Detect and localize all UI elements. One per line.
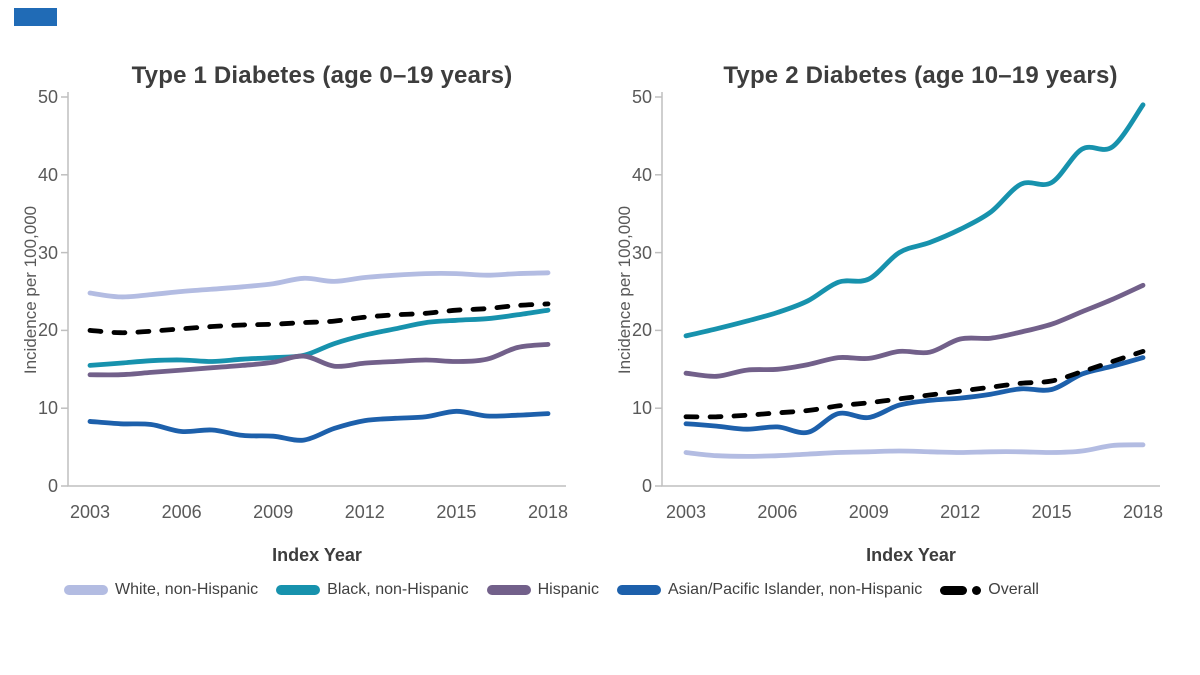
- overall-dash-swatch-icon: [940, 585, 968, 595]
- chart1-axes: [67, 92, 566, 487]
- chart1-line-white-non-hispanic: [87, 270, 551, 300]
- chart1-y-axis-label: Incidence per 100,000: [21, 205, 40, 375]
- overall-dot-swatch-icon: [972, 585, 982, 595]
- chart1-line-asian-pacific-islander-non-hispanic: [87, 408, 551, 443]
- chart2-y-tick-label: 30: [631, 242, 652, 263]
- chart2-x-tick-label: 2006: [757, 502, 798, 522]
- legend-item-asian-pacific-islander-non-hispanic: Asian/Pacific Islander, non-Hispanic: [616, 581, 923, 599]
- legend-item-overall: Overall: [940, 581, 1039, 599]
- chart2-title: Type 2 Diabetes (age 10–19 years): [723, 62, 1118, 89]
- legend-swatch-icon: [276, 585, 321, 595]
- chart1-title: Type 1 Diabetes (age 0–19 years): [131, 62, 513, 89]
- chart1-y-tick-label: 40: [37, 164, 58, 185]
- chart2-y-tick-label: 50: [631, 87, 652, 107]
- chart2-x-tick-label: 2003: [665, 502, 707, 522]
- legend-item-white-non-hispanic: White, non-Hispanic: [64, 581, 258, 599]
- chart2-line-overall: [683, 349, 1146, 420]
- chart1-x-tick-label: 2009: [253, 502, 294, 522]
- chart1-y-tick-label: 10: [37, 398, 58, 419]
- chart1-line-hispanic: [87, 342, 551, 378]
- legend-swatch-icon: [64, 585, 108, 595]
- chart2-y-tick-label: 40: [631, 164, 652, 185]
- chart1-y-tick-label: 0: [47, 476, 58, 496]
- legend-item-hispanic: Hispanic: [486, 581, 599, 599]
- chart1-line-overall: [87, 301, 551, 336]
- legend-item-black-non-hispanic: Black, non-Hispanic: [276, 581, 469, 599]
- chart1-y-tick-label: 20: [37, 320, 58, 341]
- legend-label: White, non-Hispanic: [115, 581, 259, 598]
- chart2-line-black-non-hispanic: [683, 102, 1146, 339]
- legend-swatch-icon: [616, 585, 661, 595]
- chart2-line-asian-pacific-islander-non-hispanic: [683, 355, 1146, 436]
- chart1-x-tick-label: 2003: [69, 502, 111, 522]
- legend-label: Black, non-Hispanic: [327, 581, 469, 598]
- chart2-line-hispanic: [683, 282, 1146, 379]
- chart1-y-tick-label: 30: [37, 242, 58, 263]
- chart2-x-tick-label: 2018: [1122, 502, 1164, 522]
- chart1-x-tick-label: 2018: [527, 502, 569, 522]
- chart1-y-tick-label: 50: [37, 87, 58, 107]
- chart2-x-tick-label: 2012: [940, 502, 981, 522]
- legend-label: Hispanic: [537, 581, 599, 598]
- chart1-x-tick-label: 2015: [436, 502, 477, 522]
- chart2-x-axis-label: Index Year: [866, 545, 956, 565]
- legend: White, non-Hispanic Black, non-Hispanic Hi…: [64, 577, 1174, 603]
- chart2-y-axis-label: Incidence per 100,000: [615, 205, 634, 375]
- chart2-y-tick-label: 10: [631, 398, 652, 419]
- chart1-x-axis-label: Index Year: [272, 545, 362, 565]
- chart2-x-tick-label: 2009: [848, 502, 889, 522]
- chart1-line-black-non-hispanic: [87, 307, 551, 368]
- chart2-y-tick-label: 0: [641, 476, 652, 496]
- chart2-line-white-non-hispanic: [683, 442, 1146, 459]
- legend-label: Overall: [988, 581, 1039, 598]
- chart2-x-tick-label: 2015: [1031, 502, 1072, 522]
- chart1-x-tick-label: 2006: [161, 502, 202, 522]
- chart2-y-tick-label: 20: [631, 320, 652, 341]
- legend-label: Asian/Pacific Islander, non-Hispanic: [667, 581, 923, 598]
- chart1-x-tick-label: 2012: [344, 502, 385, 522]
- accent-mark: [14, 8, 57, 26]
- legend-swatch-icon: [486, 585, 531, 595]
